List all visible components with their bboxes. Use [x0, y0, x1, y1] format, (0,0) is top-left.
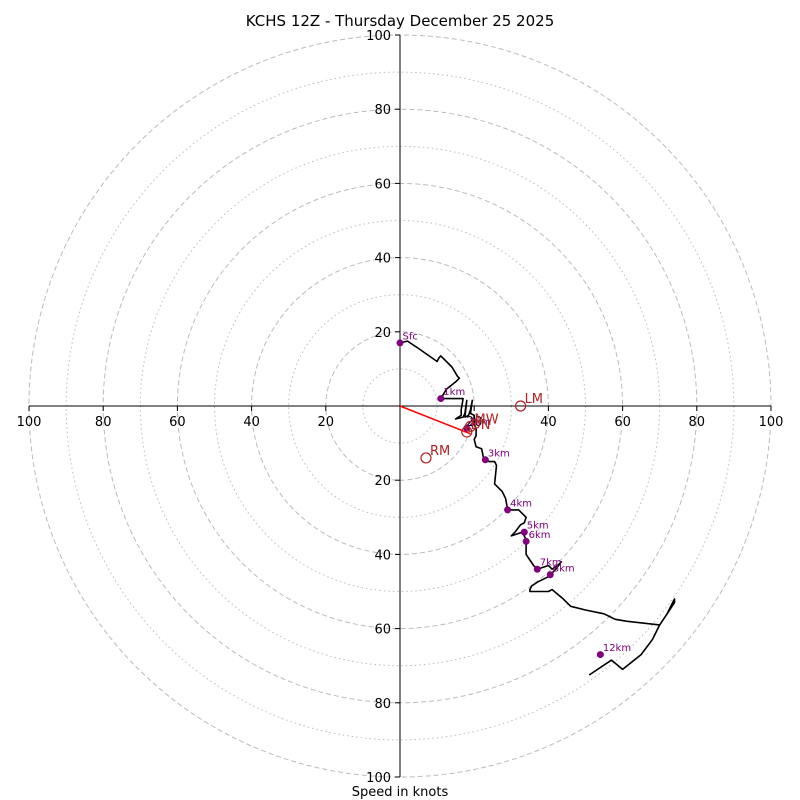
storm-motion-label: LM	[525, 392, 543, 407]
y-tick-label: 80	[374, 697, 391, 712]
storm-motion-label: RM	[430, 444, 450, 459]
height-marker-dot	[533, 565, 541, 573]
x-tick-label: 100	[759, 415, 784, 430]
height-marker-label: 5km	[527, 521, 549, 532]
bunkers-vector	[399, 405, 471, 435]
x-tick-label: 40	[540, 415, 557, 430]
x-tick-label: 100	[17, 415, 42, 430]
height-marker-dot	[596, 651, 604, 659]
hodograph-line	[399, 340, 676, 676]
height-marker-dot	[504, 506, 512, 514]
x-tick-label: 80	[689, 415, 706, 430]
storm-motion-label: DN	[471, 418, 491, 433]
x-tick-label: 20	[318, 415, 335, 430]
height-marker-dot	[437, 395, 445, 403]
height-marker-dot	[522, 537, 530, 545]
height-marker-label: 7km	[540, 558, 562, 569]
storm-motion-label: MW	[474, 412, 498, 427]
height-marker-label: 12km	[603, 643, 631, 654]
tick-labels: 100 80 60 40 20 20 40 60 80 100100806040202040608…	[17, 29, 784, 786]
height-marker-label: Sfc	[403, 331, 418, 342]
y-tick-label: 60	[374, 177, 391, 192]
height-marker-label: 8km	[553, 563, 575, 574]
y-tick-label: 40	[374, 548, 391, 563]
height-marker-dot	[396, 339, 404, 347]
height-marker-dot	[546, 571, 554, 579]
y-tick-label: 20	[374, 326, 391, 341]
y-tick-label: 100	[366, 29, 391, 44]
x-tick-label: 80	[95, 415, 112, 430]
height-marker-dot	[481, 456, 489, 464]
y-tick-label: 80	[374, 103, 391, 118]
x-axis-label: Speed in knots	[352, 785, 449, 800]
y-tick-label: 60	[374, 623, 391, 638]
height-marker-dot	[520, 528, 528, 536]
storm-motion-circle	[464, 420, 477, 433]
height-marker-label: 2km	[469, 417, 491, 428]
storm-vector-line	[399, 405, 471, 435]
y-tick-label: 20	[374, 474, 391, 489]
storm-motion-circle	[420, 452, 432, 464]
height-marker-label: 3km	[488, 448, 510, 459]
height-marker-label: 6km	[529, 530, 551, 541]
x-tick-label: 40	[243, 415, 260, 430]
storm-motion-circle	[461, 426, 473, 438]
y-tick-label: 40	[374, 252, 391, 267]
hodograph-trace	[399, 340, 676, 676]
storm-motion-circle	[514, 400, 527, 412]
x-tick-label: 60	[169, 415, 186, 430]
chart-title: KCHS 12Z - Thursday December 25 2025	[246, 12, 554, 30]
height-marker-label: 4km	[510, 498, 532, 509]
x-tick-label: 60	[614, 415, 631, 430]
y-tick-label: 100	[366, 771, 391, 786]
height-marker-label: 1km	[443, 387, 465, 398]
